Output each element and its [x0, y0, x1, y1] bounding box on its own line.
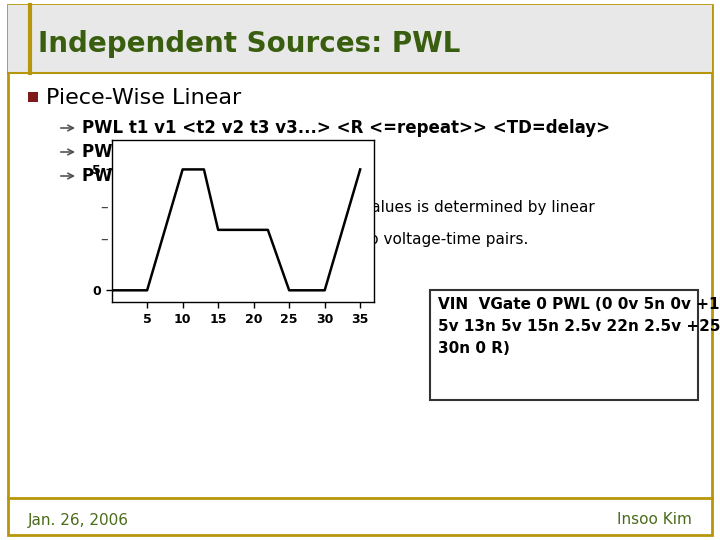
Text: –: – [100, 200, 107, 215]
Text: PWL t1 I1 <t2 I2...> <options>: PWL t1 I1 <t2 I2...> <options> [82, 167, 372, 185]
Text: PL (ASPEC style) reverses order to voltage-time pairs.: PL (ASPEC style) reverses order to volta… [116, 232, 528, 247]
Bar [430, 290, 698, 400]
Text: –: – [100, 232, 107, 247]
Text: Value of source at intermediate values is determined by linear
interpolation.: Value of source at intermediate values i… [116, 200, 595, 235]
Text: VIN  VGate 0 PWL (0 0v 5n 0v +10n
5v 13n 5v 15n 2.5v 22n 2.5v +25n 0
30n 0 R): VIN VGate 0 PWL (0 0v 5n 0v +10n 5v 13n … [438, 297, 720, 356]
Text: PWL (t1 v1 <options>): PWL (t1 v1 <options>) [82, 143, 295, 161]
Text: Insoo Kim: Insoo Kim [617, 512, 692, 528]
Bar [8, 5, 712, 73]
Text: Piece-Wise Linear: Piece-Wise Linear [46, 88, 241, 108]
Text: Jan. 26, 2006: Jan. 26, 2006 [28, 512, 129, 528]
Bar [28, 92, 38, 102]
Text: PWL t1 v1 <t2 v2 t3 v3...> <R <=repeat>> <TD=delay>: PWL t1 v1 <t2 v2 t3 v3...> <R <=repeat>>… [82, 119, 610, 137]
Text: Independent Sources: PWL: Independent Sources: PWL [38, 30, 460, 58]
